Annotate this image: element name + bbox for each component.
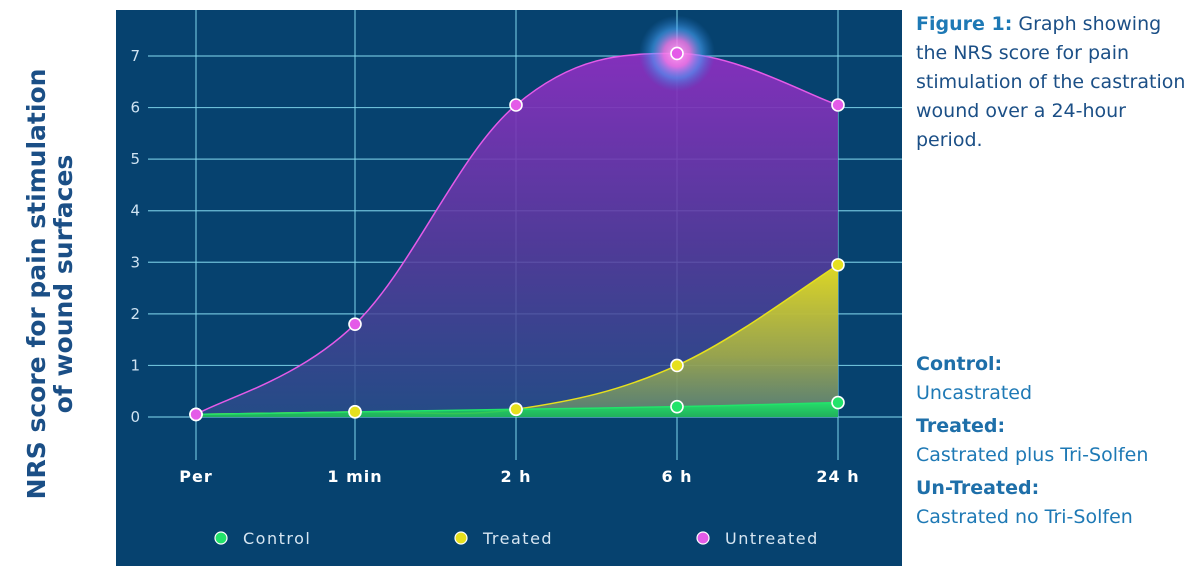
group-control: Control: Uncastrated [916,350,1198,408]
point-control [670,399,684,414]
point-untreated [509,98,523,112]
chart-panel: 0 1 2 3 4 5 6 7 Per 1 min 2 h 6 h 24 h Control Treat… [116,10,902,566]
y-tick-labels: 0 1 2 3 4 5 6 7 [130,47,140,426]
figure-label: Figure 1: [916,13,1013,35]
group-descriptions: Control: Uncastrated Treated: Castrated … [916,350,1198,536]
legend-label-treated: Treated [482,529,553,548]
group-name: Control: [916,353,1003,375]
point-untreated [670,46,684,61]
y-tick-label: 2 [130,305,140,323]
series-points [189,15,845,422]
point-untreated [831,98,845,112]
group-name: Treated: [916,415,1006,437]
point-treated [348,405,362,419]
legend-marker-control [214,531,228,545]
x-tick-label: 24 h [816,467,859,486]
chart-svg: 0 1 2 3 4 5 6 7 Per 1 min 2 h 6 h 24 h Control Treat… [130,10,902,548]
legend-label-untreated: Untreated [725,529,819,548]
group-description: Uncastrated [916,382,1033,404]
group-treated: Treated: Castrated plus Tri-Solfen [916,412,1198,470]
point-untreated [189,407,203,422]
y-tick-label: 1 [130,356,140,374]
group-name: Un-Treated: [916,477,1040,499]
y-axis-label: NRS score for pain stimulation of wound … [0,0,100,569]
point-untreated [348,317,362,331]
y-axis-label-line1: NRS score for pain stimulation [22,68,51,500]
point-treated [670,358,684,373]
point-treated [509,402,523,417]
legend: Control Treated Untreated [214,529,819,548]
x-tick-label: Per [179,467,212,486]
y-tick-label: 6 [130,99,140,117]
area-treated [196,264,838,417]
group-description: Castrated no Tri-Solfen [916,506,1133,528]
legend-marker-untreated [696,531,710,545]
x-tick-label: 1 min [327,467,382,486]
group-description: Castrated plus Tri-Solfen [916,444,1149,466]
figure-caption-text: Graph showing the NRS score for pain sti… [916,13,1186,151]
x-tick-label: 6 h [661,467,692,486]
y-tick-label: 3 [130,253,140,271]
x-tick-labels: Per 1 min 2 h 6 h 24 h [179,467,859,486]
group-untreated: Un-Treated: Castrated no Tri-Solfen [916,474,1198,532]
point-treated [831,258,845,272]
figure-caption: Figure 1: Graph showing the NRS score fo… [916,10,1198,155]
y-tick-label: 7 [130,47,140,65]
line-untreated [195,52,839,416]
x-tick-label: 2 h [500,467,531,486]
point-control [831,395,845,410]
legend-label-control: Control [243,529,311,548]
y-tick-label: 0 [130,408,140,426]
y-tick-label: 5 [130,150,140,168]
y-tick-label: 4 [130,202,140,220]
y-axis-label-line2: of wound surfaces [49,154,78,414]
legend-marker-treated [454,531,468,545]
